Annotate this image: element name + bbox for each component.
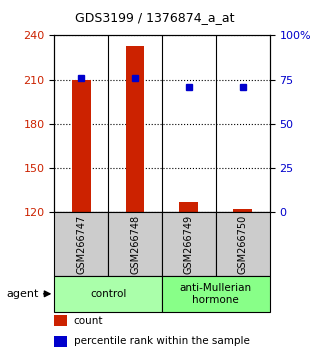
Bar — [54, 336, 67, 347]
Bar — [216, 212, 270, 276]
Bar — [162, 212, 216, 276]
Text: GDS3199 / 1376874_a_at: GDS3199 / 1376874_a_at — [75, 11, 235, 24]
Text: GSM266748: GSM266748 — [130, 215, 140, 274]
Text: anti-Mullerian
hormone: anti-Mullerian hormone — [180, 283, 252, 305]
Text: GSM266750: GSM266750 — [238, 215, 248, 274]
Text: percentile rank within the sample: percentile rank within the sample — [74, 336, 250, 346]
Bar — [72, 80, 91, 212]
Text: count: count — [74, 316, 103, 326]
Text: control: control — [90, 289, 126, 299]
Bar — [54, 276, 162, 312]
Text: agent: agent — [6, 289, 38, 299]
Bar — [126, 46, 144, 212]
Bar — [54, 212, 108, 276]
Bar — [162, 276, 270, 312]
Bar — [233, 210, 252, 212]
Bar — [179, 202, 198, 212]
Text: GSM266749: GSM266749 — [184, 215, 194, 274]
Bar — [54, 315, 67, 326]
Text: GSM266747: GSM266747 — [76, 215, 86, 274]
Bar — [108, 212, 162, 276]
